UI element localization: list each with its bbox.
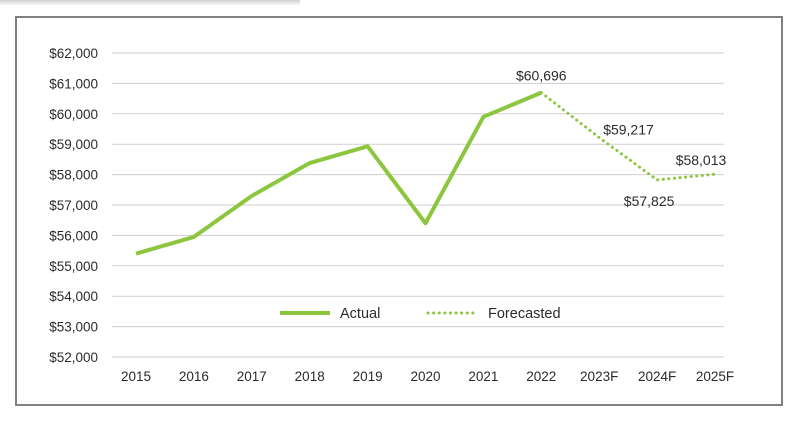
x-tick-label: 2025F bbox=[696, 369, 734, 384]
legend: Actual Forecasted bbox=[280, 306, 561, 322]
series-line-actual bbox=[135, 90, 543, 256]
y-tick-label: $53,000 bbox=[49, 320, 98, 335]
y-tick-label: $55,000 bbox=[49, 259, 98, 274]
y-tick-label: $62,000 bbox=[49, 46, 98, 61]
data-label: $59,217 bbox=[603, 122, 654, 138]
y-tick-label: $54,000 bbox=[49, 289, 98, 304]
y-tick-label: $59,000 bbox=[49, 137, 98, 152]
legend-label-actual: Actual bbox=[340, 306, 380, 322]
y-tick-label: $52,000 bbox=[49, 350, 98, 365]
x-tick-label: 2018 bbox=[295, 369, 325, 384]
data-labels: $60,696 $59,217 $57,825 $58,013 bbox=[516, 68, 727, 209]
data-label: $58,013 bbox=[676, 152, 727, 168]
x-tick-label: 2021 bbox=[468, 369, 498, 384]
x-tick-label: 2016 bbox=[179, 369, 209, 384]
y-tick-label: $61,000 bbox=[49, 76, 98, 91]
y-tick-label: $58,000 bbox=[49, 168, 98, 183]
x-tick-label: 2022 bbox=[526, 369, 556, 384]
series-layer bbox=[135, 90, 717, 256]
data-label: $57,825 bbox=[624, 193, 675, 209]
x-tick-label: 2017 bbox=[237, 369, 267, 384]
y-axis-ticks: $52,000 $53,000 $54,000 $55,000 $56,000 $57,0… bbox=[49, 46, 98, 365]
x-tick-label: 2023F bbox=[580, 369, 618, 384]
x-tick-label: 2020 bbox=[410, 369, 440, 384]
x-tick-label: 2015 bbox=[121, 369, 151, 384]
series-line-forecasted bbox=[539, 91, 717, 182]
y-tick-label: $56,000 bbox=[49, 228, 98, 243]
x-tick-label: 2019 bbox=[353, 369, 383, 384]
cropped-header-strip bbox=[0, 0, 300, 6]
legend-label-forecasted: Forecasted bbox=[488, 306, 561, 322]
chart-frame bbox=[15, 16, 783, 406]
y-tick-label: $60,000 bbox=[49, 107, 98, 122]
x-axis-ticks: 2015 2016 2017 2018 2019 2020 2021 2022 2023F 202… bbox=[121, 369, 734, 384]
x-tick-label: 2024F bbox=[638, 369, 676, 384]
y-tick-label: $57,000 bbox=[49, 198, 98, 213]
grid-lines bbox=[112, 52, 724, 358]
data-label: $60,696 bbox=[516, 68, 567, 84]
